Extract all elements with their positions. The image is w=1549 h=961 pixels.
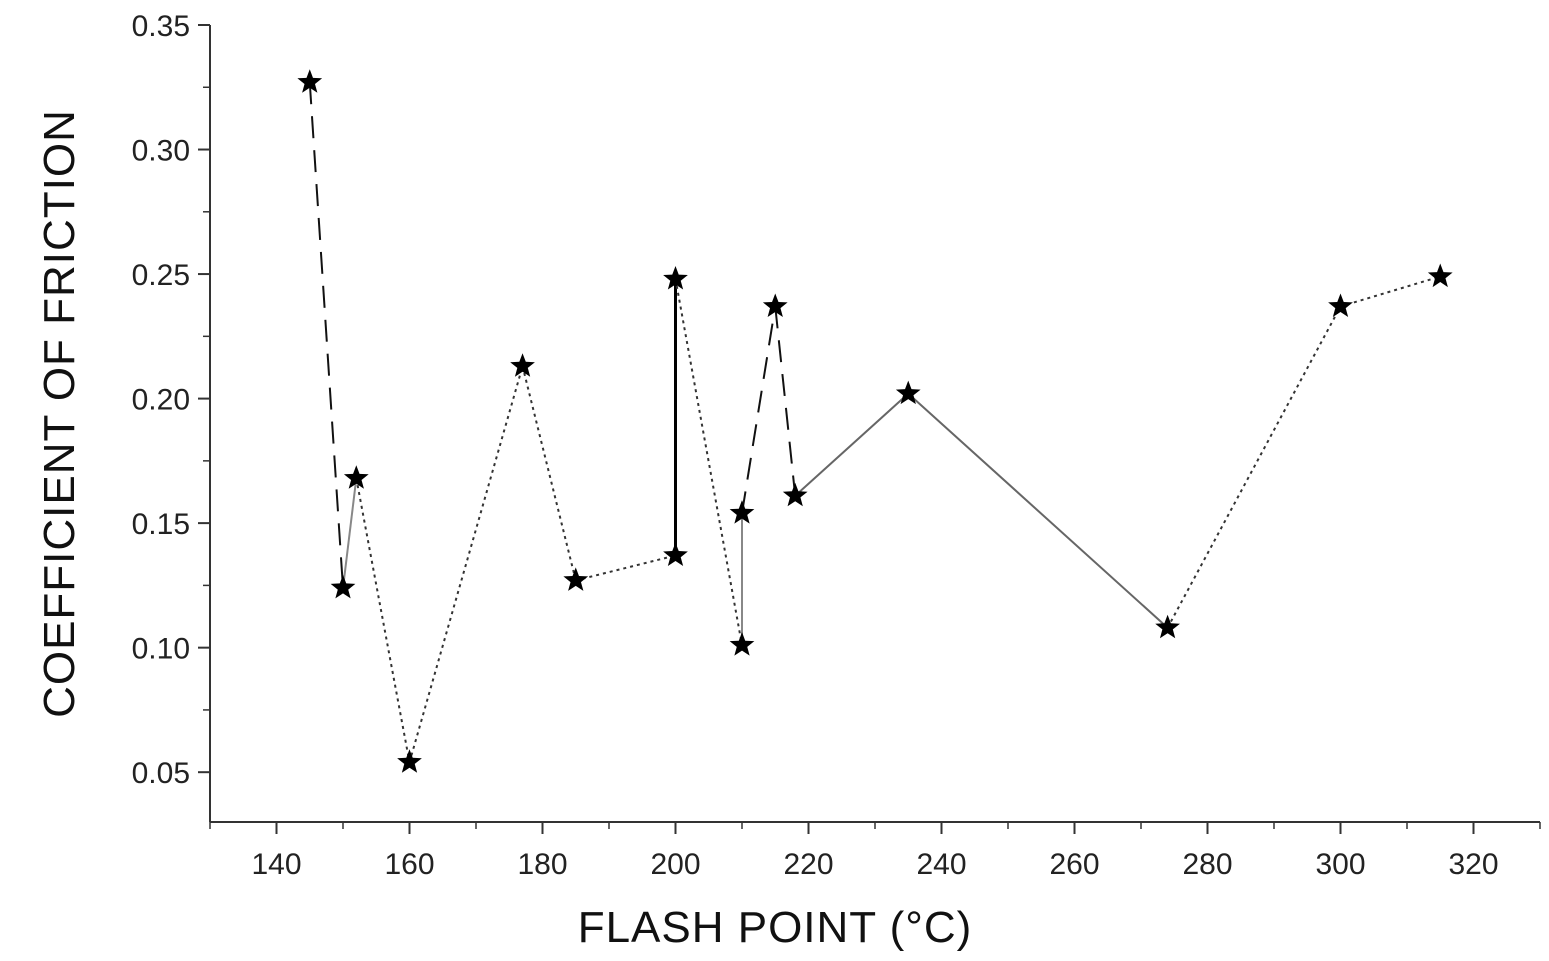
x-tick-label: 180 — [517, 848, 567, 881]
y-tick-label: 0.15 — [132, 508, 190, 541]
axis-labels: FLASH POINT (°C) COEFFICIENT OF FRICTION — [35, 109, 973, 952]
x-axis-title: FLASH POINT (°C) — [578, 903, 973, 952]
x-tick-label: 220 — [783, 848, 833, 881]
series-segment — [575, 554, 676, 582]
y-tick-label: 0.35 — [132, 10, 190, 43]
series-segment — [774, 306, 797, 496]
data-point-star — [1328, 293, 1353, 317]
data-point-star — [1427, 263, 1453, 288]
x-tick-label: 140 — [251, 848, 301, 881]
data-point-star — [343, 465, 369, 489]
data-point-star — [297, 69, 323, 93]
series-segment — [1340, 275, 1441, 308]
x-tick-label: 280 — [1182, 848, 1232, 881]
data-point-star — [563, 567, 589, 591]
data-point-star — [397, 749, 422, 773]
data-point-star — [663, 542, 688, 567]
series-segment — [674, 278, 743, 646]
data-point-star — [729, 632, 755, 656]
data-point-star — [510, 353, 535, 377]
series-segment — [342, 478, 358, 589]
series-segment — [794, 392, 909, 497]
series-segment — [907, 392, 1169, 629]
x-tick-label: 240 — [916, 848, 966, 881]
y-tick-label: 0.10 — [132, 633, 190, 666]
x-tick-label: 300 — [1315, 848, 1365, 881]
data-point-star — [782, 482, 808, 507]
series-segment — [521, 365, 577, 581]
data-point-star — [330, 574, 356, 599]
y-tick-label: 0.05 — [132, 757, 190, 790]
data-point-star — [895, 380, 921, 405]
x-tick-label: 200 — [650, 848, 700, 881]
data-point-star — [1155, 614, 1180, 639]
axes: 140 160 180 200 220 240 260 280 300 320 0.05 0.10 0.… — [132, 10, 1541, 881]
y-tick-label: 0.25 — [132, 259, 190, 292]
series-markers — [297, 69, 1453, 773]
x-tick-label: 160 — [384, 848, 434, 881]
series-segment — [355, 478, 411, 763]
y-tick-label: 0.20 — [132, 384, 190, 417]
y-tick-label: 0.30 — [132, 135, 190, 168]
y-axis-title: COEFFICIENT OF FRICTION — [35, 109, 84, 718]
x-tick-label: 260 — [1049, 848, 1099, 881]
data-point-star — [663, 266, 688, 290]
data-point-star — [762, 293, 788, 317]
series-segment — [741, 306, 777, 514]
series-segment — [308, 82, 344, 588]
series-segment — [1166, 305, 1342, 629]
series-segment — [408, 365, 524, 763]
data-point-star — [729, 500, 755, 524]
series-lines — [308, 82, 1441, 763]
x-tick-label: 320 — [1448, 848, 1498, 881]
